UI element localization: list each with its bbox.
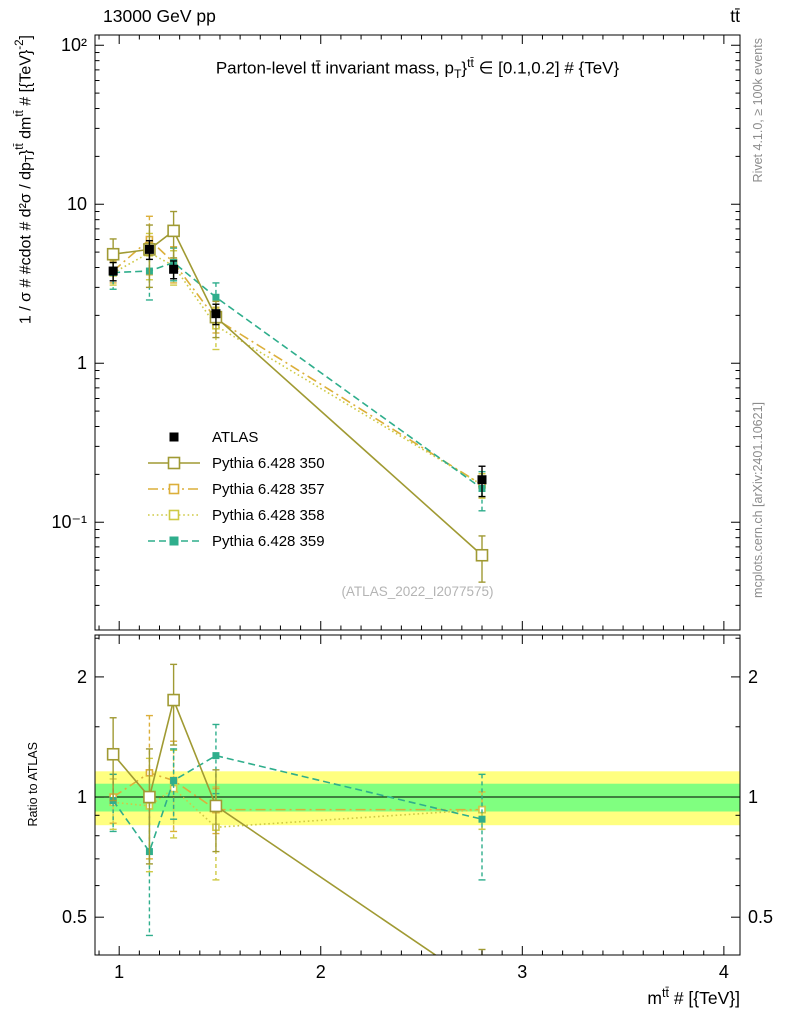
y-tick-label: 1 bbox=[77, 353, 87, 373]
y-tick-label: 10⁻¹ bbox=[51, 512, 87, 532]
legend-marker-pythia-357 bbox=[148, 483, 200, 495]
ratio-bands bbox=[95, 771, 740, 826]
x-tick-label: 4 bbox=[719, 962, 729, 982]
legend-marker-pythia-359 bbox=[148, 536, 200, 546]
series-0-marker bbox=[169, 264, 179, 274]
x-tick-label: 2 bbox=[316, 962, 326, 982]
series-1-marker bbox=[106, 247, 120, 261]
y-axis-title-main: 1 / σ # #cdot # d²σ / dpT}tt̄ dmtt̄ # [{… bbox=[14, 35, 37, 325]
series-0-marker bbox=[108, 266, 118, 276]
ratio-series bbox=[106, 663, 486, 955]
ratio-series-1-marker bbox=[143, 790, 156, 804]
legend: ATLAS Pythia 6.428 350 Pythia 6.428 357 … bbox=[146, 424, 325, 554]
main-frame bbox=[94, 34, 741, 631]
x-tick-label: 1 bbox=[114, 962, 124, 982]
series-3-line bbox=[112, 251, 483, 486]
legend-label-pythia-350: Pythia 6.428 350 bbox=[212, 454, 325, 472]
legend-sample-marker bbox=[168, 509, 180, 521]
legend-item-pythia-359: Pythia 6.428 359 bbox=[146, 528, 325, 554]
legend-label-pythia-358: Pythia 6.428 358 bbox=[212, 506, 325, 524]
ratio-tick-label: 1 bbox=[77, 787, 87, 807]
series-1-marker bbox=[167, 224, 180, 238]
ratio-series-1-marker bbox=[209, 799, 223, 813]
ratio-tick-label: 0.5 bbox=[62, 907, 87, 927]
ratio-tick-label: 1 bbox=[748, 787, 758, 807]
ratio-tick-label: 2 bbox=[748, 667, 758, 687]
series-0-marker bbox=[211, 309, 221, 319]
mcplots-arxiv-note: mcplots.cern.ch [arXiv:2401.10621] bbox=[751, 402, 765, 598]
y-axis-title-ratio: Ratio to ATLAS bbox=[26, 742, 40, 827]
x-axis-title: mtt̄ # [{TeV}] bbox=[647, 986, 740, 1008]
legend-label-atlas: ATLAS bbox=[212, 428, 259, 446]
legend-sample-marker bbox=[169, 432, 179, 442]
y-tick-label: 10 bbox=[67, 194, 87, 214]
ratio-series-1-marker bbox=[106, 747, 120, 761]
plot-title: Parton-level tt̄ invariant mass, pT}tt̄ … bbox=[215, 56, 620, 82]
ratio-series-4-marker bbox=[212, 752, 220, 760]
ratio-tick-label: 2 bbox=[77, 667, 87, 687]
legend-label-pythia-357: Pythia 6.428 357 bbox=[212, 480, 325, 498]
ratio-frame bbox=[94, 634, 741, 956]
legend-label-pythia-359: Pythia 6.428 359 bbox=[212, 532, 325, 550]
series-0-marker bbox=[144, 244, 154, 254]
legend-item-pythia-358: Pythia 6.428 358 bbox=[146, 502, 325, 528]
ratio-series-4-marker bbox=[170, 777, 178, 785]
legend-marker-pythia-358 bbox=[148, 509, 200, 521]
process-label: tt̄ bbox=[730, 6, 740, 26]
legend-sample-marker bbox=[167, 456, 181, 470]
legend-item-pythia-357: Pythia 6.428 357 bbox=[146, 476, 325, 502]
main-series bbox=[106, 210, 489, 583]
series-0-marker bbox=[477, 475, 487, 485]
ratio-tick-label: 0.5 bbox=[748, 907, 773, 927]
legend-marker-atlas bbox=[169, 432, 179, 442]
axes: 10² 10 1 10⁻¹ 2 2 1 1 0.5 0.5 1 2 3 4 bbox=[51, 34, 773, 982]
series-4-marker bbox=[212, 293, 220, 301]
legend-sample-marker bbox=[169, 536, 179, 546]
rivet-version-note: Rivet 4.1.0, ≥ 100k events bbox=[751, 38, 765, 183]
beam-energy-label: 13000 GeV pp bbox=[103, 6, 216, 26]
ratio-series-1-line bbox=[112, 697, 437, 955]
legend-sample-marker bbox=[168, 483, 180, 495]
legend-marker-pythia-350 bbox=[148, 456, 200, 470]
y-tick-label: 10² bbox=[61, 35, 87, 55]
legend-item-pythia-350: Pythia 6.428 350 bbox=[146, 450, 325, 476]
analysis-watermark: (ATLAS_2022_I2077575) bbox=[341, 584, 494, 599]
legend-item-atlas: ATLAS bbox=[146, 424, 325, 450]
ratio-series-1-marker bbox=[167, 693, 180, 707]
band-atlas-uncertainty-inner bbox=[95, 783, 740, 812]
x-tick-label: 3 bbox=[517, 962, 527, 982]
ratio-series-4-marker bbox=[478, 815, 486, 823]
series-1-marker bbox=[475, 548, 489, 562]
